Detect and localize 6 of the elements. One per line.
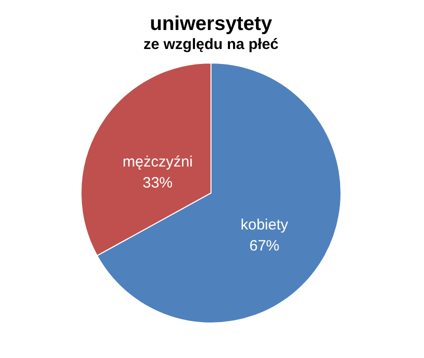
chart-subtitle: ze względu na płeć xyxy=(143,36,279,53)
slice-label: mężczyźni xyxy=(122,153,193,170)
slice-label: kobiety xyxy=(240,216,289,234)
chart-title: uniwersytety xyxy=(150,13,274,35)
data-label: 67% xyxy=(249,238,280,255)
data-label: 33% xyxy=(142,174,173,192)
